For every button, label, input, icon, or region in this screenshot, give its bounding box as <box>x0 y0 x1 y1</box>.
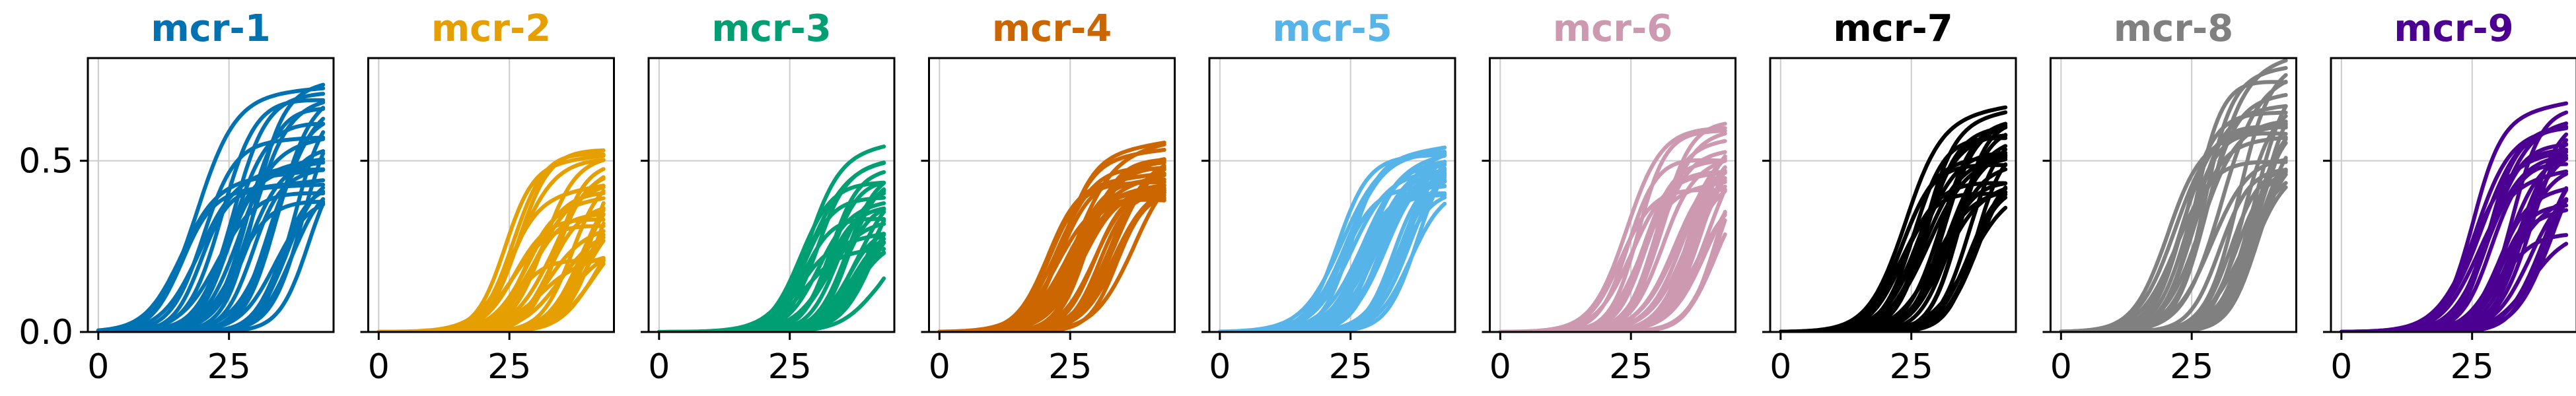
plot-frame <box>1489 57 1736 333</box>
panel-title: mcr-6 <box>1553 7 1672 50</box>
series-line <box>2339 150 2569 332</box>
series-line <box>2339 147 2569 332</box>
x-tick-label: 25 <box>1048 347 1092 387</box>
series-line <box>96 168 326 332</box>
series-group <box>1778 105 2008 332</box>
x-tick-label: 25 <box>768 347 812 387</box>
panel-title: mcr-3 <box>711 7 831 50</box>
x-tick-label: 25 <box>1329 347 1373 387</box>
plot-frame <box>647 57 896 333</box>
panel-8: 0 25 mcr-8 <box>2042 7 2297 387</box>
series-group <box>1217 145 1447 332</box>
y-tick-label: 0.0 <box>18 313 73 352</box>
series-group <box>376 148 606 332</box>
panel-3: 0 25 mcr-3 <box>641 7 896 387</box>
x-tick-label: 0 <box>2050 347 2072 387</box>
series-line <box>1498 154 1727 332</box>
plot-frame <box>2050 57 2297 333</box>
series-line <box>1217 149 1447 332</box>
series-line <box>2059 114 2288 332</box>
x-tick-label: 25 <box>1609 347 1653 387</box>
panel-title: mcr-7 <box>1833 7 1952 50</box>
series-group <box>937 141 1166 332</box>
x-tick-label: 25 <box>2170 347 2213 387</box>
x-tick-label: 0 <box>1489 347 1511 387</box>
x-tick-label: 0 <box>368 347 390 387</box>
series-group <box>2339 101 2569 332</box>
panel-6: 0 25 mcr-6 <box>1482 7 1736 387</box>
x-tick-label: 25 <box>2451 347 2494 387</box>
panel-title: mcr-5 <box>1272 7 1392 50</box>
series-line <box>1217 178 1447 332</box>
series-line <box>2339 242 2569 332</box>
panel-title: mcr-1 <box>151 7 270 50</box>
x-tick-label: 25 <box>1890 347 1933 387</box>
series-line <box>96 189 326 332</box>
series-line <box>937 183 1166 332</box>
x-tick-label: 25 <box>487 347 531 387</box>
plot-frame <box>928 57 1176 333</box>
x-tick-label: 0 <box>1770 347 1791 387</box>
panel-1: 0 25 0.0 0.5 mcr-1 <box>18 7 335 387</box>
plot-frame <box>1769 57 2017 333</box>
series-group <box>96 82 326 332</box>
x-tick-label: 0 <box>87 347 109 387</box>
series-group <box>657 145 886 332</box>
panel-2: 0 25 mcr-2 <box>360 7 615 387</box>
series-group <box>1498 121 1727 332</box>
panel-5: 0 25 mcr-5 <box>1201 7 1456 387</box>
x-tick-label: 0 <box>2330 347 2352 387</box>
panel-title: mcr-9 <box>2394 7 2513 50</box>
plot-frame <box>367 57 615 333</box>
x-tick-label: 25 <box>207 347 251 387</box>
plot-frame <box>87 57 335 333</box>
x-tick-label: 0 <box>929 347 950 387</box>
panel-9: 0 25 mcr-9 <box>2323 7 2576 387</box>
panel-title: mcr-2 <box>431 7 551 50</box>
panel-7: 0 25 mcr-7 <box>1762 7 2017 387</box>
series-group <box>2059 58 2288 332</box>
x-tick-label: 0 <box>648 347 670 387</box>
plot-frame <box>1208 57 1456 333</box>
panel-title: mcr-8 <box>2114 7 2233 50</box>
y-tick-label: 0.5 <box>18 142 73 182</box>
x-tick-label: 0 <box>1209 347 1231 387</box>
plot-frame <box>2330 57 2576 333</box>
panels-root: 0 25 0.0 0.5 mcr-1 0 25 mcr-2 0 25 mcr-3 0 25 mcr-4 0 2… <box>18 7 2576 387</box>
panel-title: mcr-4 <box>992 7 1112 50</box>
panel-4: 0 25 mcr-4 <box>921 7 1176 387</box>
